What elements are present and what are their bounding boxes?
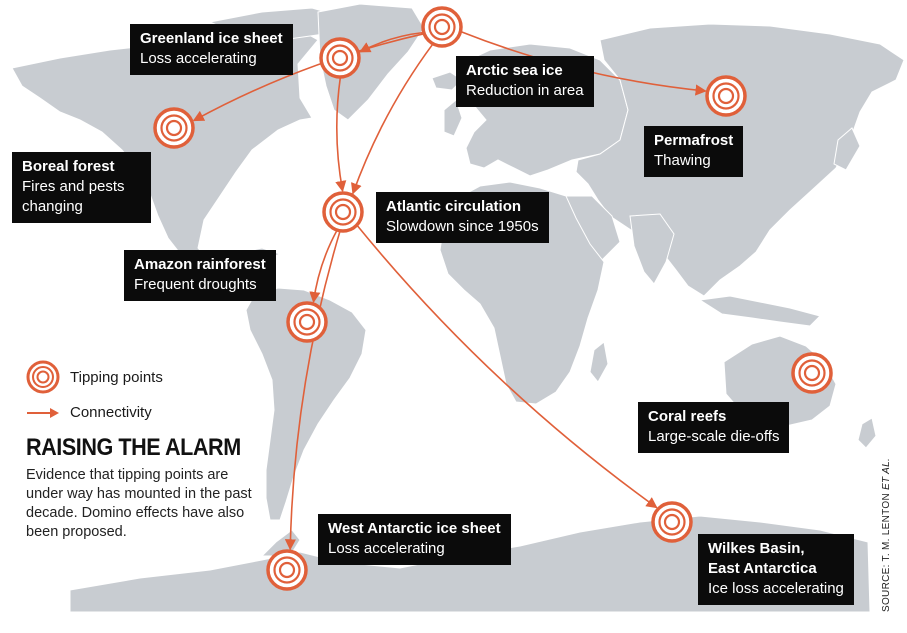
headline: RAISING THE ALARM xyxy=(26,434,241,461)
connection-arrow-greenland-to-atlantic xyxy=(335,76,347,193)
label-title: West Antarctic ice sheet xyxy=(328,520,501,537)
description-text: Evidence that tipping points are under w… xyxy=(26,467,252,540)
label-subtitle-line: Fires and pests xyxy=(22,178,125,195)
tipping-point-marker-atlantic xyxy=(322,191,364,233)
legend-tipping-points: Tipping points xyxy=(26,360,163,394)
connection-arrow-atlantic-to-amazon xyxy=(309,229,338,304)
label-atlantic-circulation: Atlantic circulation Slowdown since 1950… xyxy=(376,192,549,243)
label-amazon-rainforest: Amazon rainforest Frequent droughts xyxy=(124,250,276,301)
label-arctic-sea-ice: Arctic sea ice Reduction in area xyxy=(456,56,594,107)
connection-arrow-atlantic-to-wilkes xyxy=(356,224,658,509)
label-permafrost: Permafrost Thawing xyxy=(644,126,744,177)
label-coral-reefs: Coral reefs Large-scale die-offs xyxy=(638,402,790,453)
concentric-circle-icon xyxy=(26,360,60,394)
label-title: Amazon rainforest xyxy=(134,256,266,273)
source-prefix: SOURCE: T. M. LENTON xyxy=(881,493,892,612)
label-title-line: East Antarctica xyxy=(708,560,817,577)
label-title: Coral reefs xyxy=(648,408,727,425)
connection-arrow-atlantic-to-west_antarctic xyxy=(284,230,341,551)
label-subtitle: Reduction in area xyxy=(466,82,584,99)
legend-connectivity: Connectivity xyxy=(26,404,152,421)
connection-arrow-arctic-to-boreal xyxy=(192,32,425,122)
landmass-britain xyxy=(443,99,463,137)
tipping-point-markers xyxy=(153,6,833,591)
label-subtitle-line: changing xyxy=(22,198,83,215)
legend-connectivity-label: Connectivity xyxy=(70,404,152,421)
label-subtitle: Thawing xyxy=(654,152,711,169)
arrow-icon xyxy=(27,407,59,418)
landmass-japan xyxy=(833,127,861,171)
connection-arrow-arctic-to-atlantic xyxy=(351,43,434,195)
label-boreal-forest: Boreal forest Fires and pests changing xyxy=(12,152,151,223)
label-subtitle: Loss accelerating xyxy=(328,540,445,557)
label-subtitle: Ice loss accelerating xyxy=(708,580,844,597)
label-subtitle: Large-scale die-offs xyxy=(648,428,780,445)
tipping-point-marker-west_antarctic xyxy=(266,549,308,591)
label-title: Atlantic circulation xyxy=(386,198,522,215)
landmass-southeast-asia-islands xyxy=(698,295,821,327)
landmass-india xyxy=(629,213,675,285)
label-west-antarctic-ice-sheet: West Antarctic ice sheet Loss accelerati… xyxy=(318,514,511,565)
landmass-madagascar xyxy=(589,341,609,383)
label-wilkes-basin: Wilkes Basin, East Antarctica Ice loss a… xyxy=(698,534,854,605)
source-suffix: ET AL. xyxy=(881,457,892,490)
source-credit: SOURCE: T. M. LENTON ET AL. xyxy=(881,458,892,612)
tipping-point-marker-wilkes xyxy=(651,501,693,543)
label-title: Boreal forest xyxy=(22,158,115,175)
tipping-point-marker-permafrost xyxy=(705,75,747,117)
label-subtitle: Frequent droughts xyxy=(134,276,257,293)
label-title-line: Wilkes Basin, xyxy=(708,540,805,557)
label-title: Arctic sea ice xyxy=(466,62,563,79)
label-greenland-ice-sheet: Greenland ice sheet Loss accelerating xyxy=(130,24,293,75)
tipping-point-marker-boreal xyxy=(153,107,195,149)
tipping-point-marker-coral xyxy=(791,352,833,394)
legend-tipping-points-label: Tipping points xyxy=(70,368,163,386)
landmass-new-zealand xyxy=(857,417,877,449)
landmass-south-america xyxy=(245,287,367,521)
label-subtitle: Loss accelerating xyxy=(140,50,257,67)
landmass-greenland xyxy=(317,3,425,121)
tipping-point-marker-arctic xyxy=(421,6,463,48)
label-title: Permafrost xyxy=(654,132,734,149)
tipping-point-marker-greenland xyxy=(319,37,361,79)
label-title: Greenland ice sheet xyxy=(140,30,283,47)
tipping-point-marker-amazon xyxy=(286,301,328,343)
label-subtitle: Slowdown since 1950s xyxy=(386,218,539,235)
